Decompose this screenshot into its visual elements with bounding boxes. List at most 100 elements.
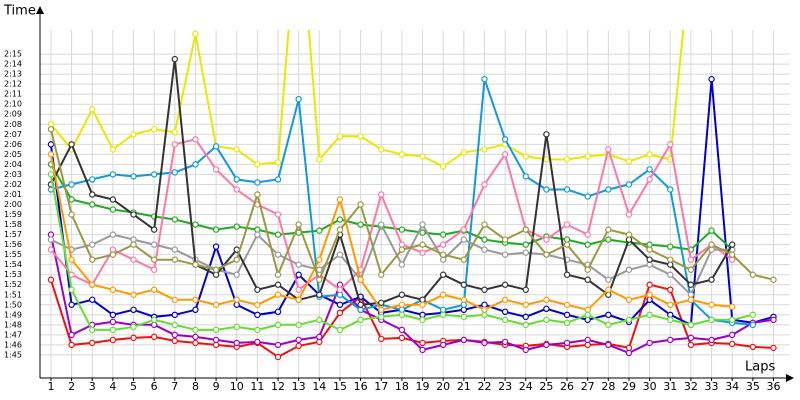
y-tick-label: 2:15	[4, 50, 22, 59]
lap-marker	[605, 341, 612, 349]
lap-marker	[274, 353, 282, 361]
lap-marker	[419, 153, 426, 160]
lap-marker	[68, 256, 75, 263]
lap-line	[50, 58, 734, 306]
lap-marker	[543, 251, 550, 258]
y-tick-label: 2:12	[4, 80, 22, 89]
lap-marker	[687, 296, 695, 303]
lap-marker	[336, 226, 344, 233]
x-axis-label: Laps	[745, 360, 775, 375]
lap-marker	[646, 246, 653, 253]
lap-marker	[274, 281, 282, 288]
lap-marker	[212, 336, 220, 344]
x-tick-label: 26	[560, 380, 574, 393]
lap-marker	[233, 339, 240, 347]
lap-marker	[481, 311, 488, 319]
lap-marker	[646, 291, 653, 298]
x-tick-label: 12	[271, 380, 285, 393]
lap-marker	[501, 316, 509, 324]
lap-marker	[68, 181, 75, 188]
lap-marker	[398, 246, 406, 253]
lap-marker	[419, 241, 426, 248]
lap-marker	[646, 339, 653, 347]
lap-marker	[708, 276, 715, 283]
lap-marker	[481, 75, 488, 83]
lap-marker	[171, 296, 179, 303]
lap-marker	[419, 339, 426, 347]
lap-marker	[625, 349, 633, 357]
x-tick-label: 6	[151, 380, 158, 393]
lap-marker	[254, 338, 261, 346]
lap-marker	[68, 141, 75, 148]
lap-marker	[68, 196, 75, 203]
lap-marker	[274, 341, 282, 349]
lap-marker	[439, 341, 447, 349]
lap-marker	[171, 216, 179, 223]
lap-marker	[212, 143, 220, 150]
lap-marker	[605, 146, 612, 153]
lap-marker	[501, 136, 509, 143]
y-axis-label: Time	[3, 4, 36, 19]
lap-marker	[357, 133, 364, 140]
y-tick-label: 2:14	[4, 60, 22, 69]
y-tick-label: 1:48	[4, 320, 22, 329]
lap-marker	[398, 291, 406, 298]
lap-marker	[150, 226, 158, 233]
lap-marker	[274, 176, 282, 183]
y-tick-label: 1:59	[4, 210, 22, 219]
lap-marker	[522, 173, 529, 180]
lap-marker	[171, 311, 179, 319]
x-tick-label: 2	[68, 380, 75, 393]
lap-marker	[708, 75, 715, 83]
lap-marker	[47, 126, 55, 133]
lap-marker	[68, 331, 75, 339]
lap-marker	[667, 286, 674, 293]
lap-line	[49, 154, 733, 311]
lap-line	[49, 129, 774, 283]
lap-marker	[501, 338, 509, 346]
lap-marker	[481, 236, 488, 243]
lap-marker	[378, 299, 385, 306]
lap-marker	[749, 343, 757, 351]
lap-marker	[274, 159, 282, 166]
lap-marker	[212, 326, 220, 334]
lap-marker	[770, 276, 777, 283]
lap-marker	[47, 236, 55, 243]
y-tick-label: 2:08	[4, 120, 22, 129]
lap-marker	[419, 229, 426, 236]
lap-marker	[687, 256, 695, 263]
lap-marker	[254, 161, 261, 168]
y-tick-label: 1:52	[4, 280, 22, 289]
lap-marker	[625, 266, 633, 273]
lap-marker	[316, 333, 323, 341]
y-tick-label: 2:03	[4, 170, 22, 179]
lap-line	[50, 163, 733, 251]
lap-marker	[109, 171, 117, 178]
lap-marker	[295, 336, 302, 344]
x-tick-label: 4	[109, 380, 116, 393]
lap-marker	[439, 251, 447, 258]
lap-marker	[316, 276, 323, 283]
lap-marker	[357, 221, 364, 228]
x-tick-label: 24	[519, 380, 533, 393]
lap-marker	[584, 241, 591, 248]
lap-marker	[419, 346, 426, 354]
x-tick-label: 27	[581, 380, 595, 393]
lap-marker	[233, 223, 240, 230]
lap-marker	[687, 281, 695, 288]
lap-marker	[357, 201, 364, 208]
lap-marker	[439, 231, 447, 238]
y-tick-label: 1:54	[4, 260, 22, 269]
x-tick-label: 5	[130, 380, 137, 393]
lap-marker	[398, 226, 406, 233]
y-tick-label: 2:13	[4, 70, 22, 79]
lap-marker	[89, 241, 96, 248]
x-tick-label: 13	[292, 380, 306, 393]
lap-marker	[625, 158, 633, 165]
lap-marker	[646, 166, 653, 173]
lap-marker	[563, 319, 571, 327]
lap-marker	[481, 181, 488, 188]
lap-marker	[274, 251, 282, 258]
lap-marker	[150, 266, 158, 273]
